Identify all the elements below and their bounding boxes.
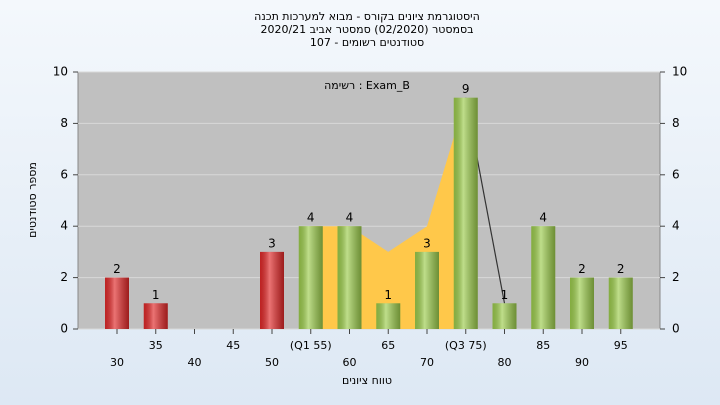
- bar-shine: [105, 277, 129, 329]
- data-label: 9: [462, 82, 470, 96]
- x-tick-label: 50: [265, 356, 279, 369]
- y-tick-label: 0: [60, 322, 68, 336]
- y-tick-label: 2: [60, 270, 68, 284]
- data-label: 1: [501, 288, 509, 302]
- data-label: 3: [423, 236, 431, 250]
- x-tick-label: 35: [149, 339, 163, 352]
- x-axis-title: טווח ציונים: [342, 374, 392, 387]
- data-label: 2: [578, 262, 586, 276]
- x-tick-label: 30: [110, 356, 124, 369]
- x-tick-label: 95: [614, 339, 628, 352]
- y-axis-title: מספר סטודנטים: [26, 162, 39, 238]
- y2-tick-label: 0: [672, 322, 680, 336]
- y-tick-label: 4: [60, 219, 68, 233]
- y2-tick-label: 2: [672, 270, 680, 284]
- y-tick-label: 6: [60, 167, 68, 181]
- title-line: סטודנטים רשומים - 107: [310, 36, 424, 49]
- annotation: רשימה : Exam_B: [324, 79, 410, 92]
- y2-tick-label: 4: [672, 219, 680, 233]
- data-label: 4: [539, 211, 547, 225]
- bar-shine: [260, 251, 284, 329]
- data-label: 4: [346, 211, 354, 225]
- title-line: בסמסטר (02/2020) סמסטר אביב 2020/21: [260, 23, 473, 36]
- y-tick-label: 8: [60, 116, 68, 130]
- data-label: 3: [268, 236, 276, 250]
- title-line: היסטוגרמת ציונים בקורס - מבוא למערכות תכ…: [254, 10, 480, 23]
- x-tick-label: (Q1 55): [290, 339, 332, 352]
- data-label: 2: [113, 262, 121, 276]
- x-tick-label: 40: [188, 356, 202, 369]
- data-label: 1: [384, 288, 392, 302]
- y2-tick-label: 10: [672, 65, 687, 79]
- bar-shine: [453, 97, 478, 329]
- bar-shine: [570, 277, 594, 329]
- data-label: 1: [152, 288, 160, 302]
- bar-shine: [298, 226, 323, 329]
- y2-tick-label: 6: [672, 167, 680, 181]
- x-tick-label: 65: [381, 339, 395, 352]
- bar-shine: [492, 303, 517, 329]
- x-tick-label: 60: [343, 356, 357, 369]
- data-label: 4: [307, 211, 315, 225]
- x-tick-label: 45: [226, 339, 240, 352]
- bar-shine: [376, 303, 401, 329]
- bar-shine: [143, 303, 168, 329]
- x-tick-label: (Q3 75): [445, 339, 487, 352]
- bar-shine: [415, 251, 439, 329]
- bar-shine: [608, 277, 633, 329]
- x-tick-label: 90: [575, 356, 589, 369]
- bar-shine: [531, 226, 556, 329]
- x-tick-label: 80: [498, 356, 512, 369]
- bar-shine: [337, 226, 362, 329]
- x-tick-label: 70: [420, 356, 434, 369]
- data-label: 2: [617, 262, 625, 276]
- y2-tick-label: 8: [672, 116, 680, 130]
- y-tick-label: 10: [53, 65, 68, 79]
- x-tick-label: 85: [536, 339, 550, 352]
